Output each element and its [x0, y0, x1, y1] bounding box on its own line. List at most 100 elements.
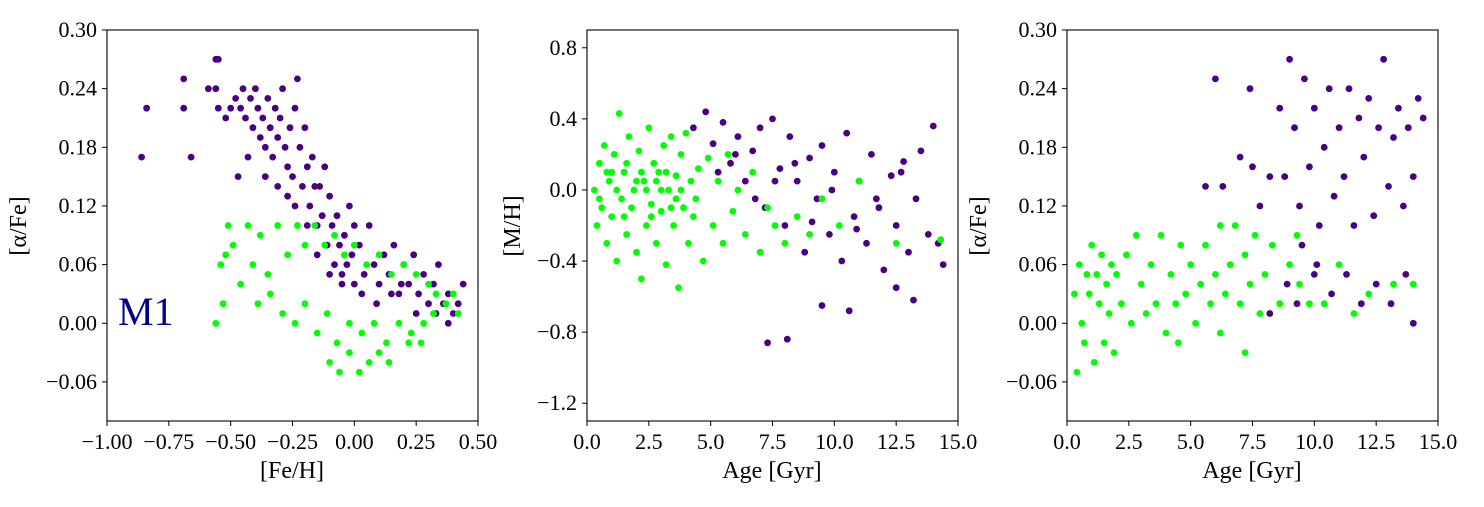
point-green-9 — [256, 231, 264, 239]
point-purple-30 — [281, 143, 289, 151]
point-purple-74 — [430, 280, 437, 288]
point-purple-67 — [395, 290, 403, 298]
point-purple-52 — [336, 241, 343, 249]
point-green-41 — [694, 165, 702, 173]
xtick-label: 0.00 — [335, 429, 374, 454]
point-green-62 — [937, 236, 945, 244]
point-green-6 — [1085, 290, 1093, 298]
point-purple-73 — [425, 300, 432, 308]
point-green-59 — [1241, 349, 1249, 356]
point-purple-8 — [756, 124, 764, 132]
point-green-44 — [1246, 280, 1254, 288]
point-green-38 — [346, 319, 353, 327]
point-purple-29 — [1380, 55, 1387, 63]
point-green-65 — [623, 159, 630, 167]
panel-3-ylabel: [α/Fe] — [966, 196, 992, 255]
point-purple-3 — [719, 119, 727, 126]
point-purple-42 — [845, 307, 853, 315]
point-green-79 — [692, 195, 700, 203]
point-green-32 — [670, 222, 677, 229]
point-green-28 — [1167, 271, 1175, 278]
point-purple-9 — [1281, 173, 1289, 181]
point-purple-22 — [261, 143, 269, 151]
point-green-14 — [301, 241, 309, 249]
point-green-12 — [620, 168, 628, 176]
point-purple-36 — [929, 122, 937, 130]
point-purple-46 — [732, 151, 739, 158]
point-purple-95 — [397, 280, 405, 288]
point-purple-94 — [388, 290, 395, 298]
point-purple-4 — [1246, 85, 1254, 93]
point-green-62 — [1293, 231, 1301, 239]
point-green-20 — [363, 261, 371, 268]
point-green-56 — [793, 213, 801, 221]
point-green-16 — [1110, 349, 1118, 356]
point-purple-60 — [360, 271, 368, 278]
point-green-9 — [613, 257, 621, 265]
point-purple-26 — [271, 104, 279, 112]
point-purple-21 — [259, 114, 267, 122]
ytick-label: 0.06 — [1019, 252, 1058, 277]
point-purple-13 — [786, 133, 794, 141]
point-green-10 — [264, 271, 272, 278]
point-green-40 — [370, 319, 378, 327]
point-green-47 — [1261, 271, 1269, 278]
point-green-43 — [704, 154, 712, 162]
point-green-4 — [224, 222, 232, 229]
point-green-17 — [633, 248, 640, 256]
xtick-label: 0.25 — [397, 429, 436, 454]
point-green-19 — [1123, 251, 1130, 259]
point-purple-35 — [924, 231, 932, 238]
point-green-29 — [662, 261, 670, 268]
point-green-18 — [341, 251, 348, 259]
point-green-52 — [1306, 300, 1313, 308]
panel-alpha-vs-feh: −1.00 −0.75 −0.50 −0.25 0.00 0.25 0.50 −0.06 0.0… — [6, 17, 497, 484]
point-purple-45 — [318, 212, 326, 220]
point-purple-26 — [1365, 95, 1373, 102]
point-purple-19 — [1330, 192, 1338, 200]
point-green-17 — [331, 231, 338, 239]
point-green-49 — [355, 368, 363, 376]
point-green-58 — [818, 195, 826, 203]
point-green-52 — [756, 248, 764, 256]
point-green-39 — [358, 329, 366, 337]
point-purple-61 — [365, 222, 373, 229]
point-purple-59 — [355, 241, 363, 249]
point-green-7 — [608, 213, 616, 221]
point-green-20 — [640, 177, 648, 185]
point-green-3 — [598, 204, 606, 212]
point-purple-2 — [1219, 183, 1227, 190]
point-purple-96 — [412, 310, 420, 317]
point-green-12 — [284, 251, 291, 259]
point-purple-8 — [212, 85, 220, 93]
point-green-34 — [301, 300, 309, 308]
point-purple-44 — [1387, 300, 1395, 308]
point-purple-33 — [912, 195, 920, 203]
point-green-2 — [596, 159, 603, 167]
point-green-21 — [1132, 231, 1140, 239]
point-purple-10 — [222, 114, 230, 122]
point-purple-36 — [296, 143, 304, 151]
point-purple-23 — [1350, 222, 1358, 229]
point-green-76 — [657, 186, 665, 194]
point-green-58 — [1409, 280, 1417, 288]
point-green-8 — [249, 261, 257, 268]
point-purple-6 — [1256, 202, 1264, 210]
point-green-41 — [1231, 222, 1239, 229]
point-purple-21 — [1340, 173, 1348, 181]
point-purple-49 — [1293, 300, 1301, 308]
point-purple-11 — [776, 165, 784, 173]
point-purple-41 — [1343, 271, 1350, 278]
xtick-label: 0.50 — [459, 429, 498, 454]
point-green-30 — [665, 186, 672, 194]
point-purple-10 — [1286, 55, 1293, 63]
point-purple-16 — [806, 154, 813, 162]
point-green-0 — [591, 186, 598, 194]
point-purple-1 — [1212, 75, 1219, 83]
point-purple-19 — [254, 104, 262, 112]
point-green-50 — [365, 359, 373, 366]
panel-1-ylabel: [α/Fe] — [6, 196, 32, 255]
panel-2-xlabel: Age [Gyr] — [722, 458, 821, 484]
point-green-8 — [610, 151, 618, 158]
point-green-45 — [714, 177, 722, 185]
